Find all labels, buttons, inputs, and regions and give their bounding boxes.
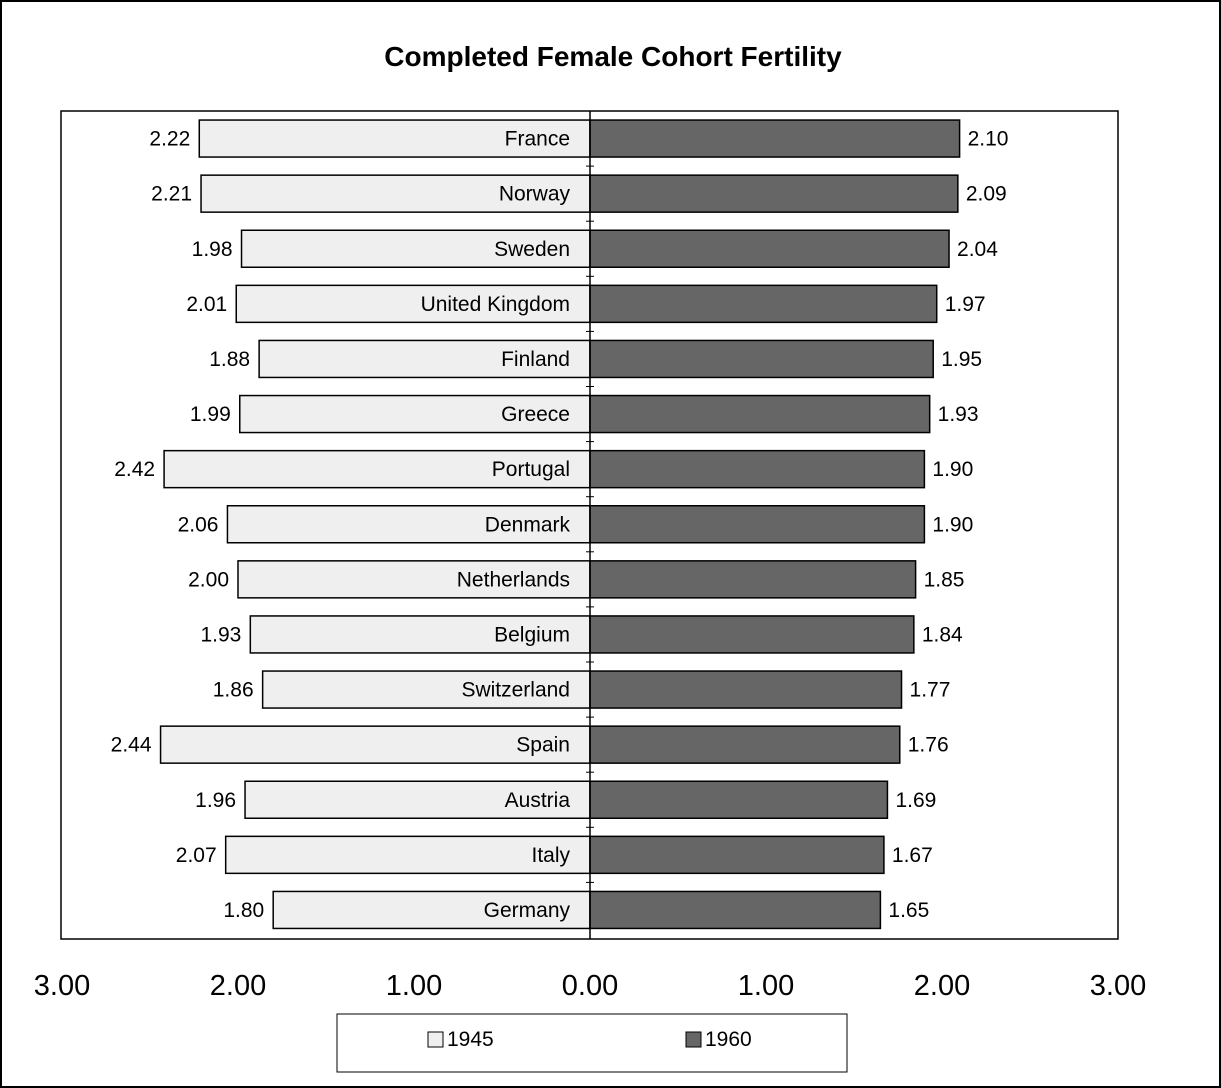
x-tick-label: 3.00	[34, 970, 90, 1002]
value-label-1945-spain: 2.44	[111, 734, 152, 757]
category-label-austria: Austria	[505, 789, 571, 812]
x-tick-label: 0.00	[562, 970, 618, 1002]
value-label-1960-netherlands: 1.85	[924, 568, 965, 591]
bar-1960-austria	[589, 780, 889, 819]
category-label-italy: Italy	[531, 844, 570, 867]
category-label-spain: Spain	[516, 734, 570, 757]
value-label-1960-austria: 1.69	[895, 789, 936, 812]
bar-1960-france	[589, 119, 961, 158]
bar-1945-netherlands	[237, 560, 591, 599]
x-tick-label: 3.00	[1090, 970, 1146, 1002]
value-label-1960-spain: 1.76	[908, 734, 949, 757]
bar-1945-denmark	[226, 505, 591, 544]
value-label-1945-sweden: 1.98	[192, 238, 233, 261]
bar-1945-switzerland	[261, 670, 591, 709]
bar-1945-germany	[272, 890, 591, 930]
value-label-1945-united-kingdom: 2.01	[186, 293, 227, 316]
legend-label-1945: 1945	[447, 1028, 494, 1051]
category-label-sweden: Sweden	[494, 238, 570, 261]
bar-1960-greece	[589, 394, 931, 434]
bar-1945-france	[198, 119, 591, 158]
value-label-1960-germany: 1.65	[888, 899, 929, 922]
category-label-netherlands: Netherlands	[457, 568, 570, 591]
category-label-germany: Germany	[484, 899, 571, 922]
bar-1945-portugal	[163, 449, 591, 489]
bar-1960-finland	[589, 339, 934, 379]
value-label-1945-france: 2.22	[149, 128, 190, 151]
bar-1945-belgium	[249, 615, 591, 654]
x-tick-label: 2.00	[210, 970, 266, 1002]
value-label-1945-belgium: 1.93	[200, 623, 241, 646]
category-label-greece: Greece	[501, 403, 570, 426]
bar-1960-italy	[589, 835, 885, 875]
value-label-1945-portugal: 2.42	[114, 458, 155, 481]
category-label-united-kingdom: United Kingdom	[421, 293, 570, 316]
legend-label-1960: 1960	[705, 1028, 752, 1051]
value-label-1945-norway: 2.21	[151, 183, 192, 206]
value-label-1945-finland: 1.88	[209, 348, 250, 371]
center-axis	[586, 111, 594, 939]
bar-1945-austria	[244, 780, 591, 819]
category-labels: France Norway Sweden United Kingdom Finland G…	[421, 128, 571, 922]
value-label-1960-norway: 2.09	[966, 183, 1007, 206]
bar-1945-united-kingdom	[235, 284, 591, 324]
value-label-1945-greece: 1.99	[190, 403, 231, 426]
value-label-1945-austria: 1.96	[195, 789, 236, 812]
bar-1945-spain	[159, 725, 591, 764]
category-label-finland: Finland	[501, 348, 570, 371]
category-label-france: France	[505, 128, 570, 151]
bar-1945-italy	[224, 835, 591, 875]
x-tick-label: 1.00	[386, 970, 442, 1002]
category-label-denmark: Denmark	[485, 513, 571, 536]
legend-swatch-1960	[685, 1031, 702, 1048]
category-label-norway: Norway	[499, 183, 571, 206]
bar-1960-denmark	[589, 505, 926, 544]
bar-1960-sweden	[589, 229, 950, 268]
bar-1960-spain	[589, 725, 901, 764]
x-tick-label: 2.00	[914, 970, 970, 1002]
value-label-1960-belgium: 1.84	[922, 623, 963, 646]
legend-box	[336, 1013, 848, 1073]
value-label-1960-denmark: 1.90	[932, 513, 973, 536]
category-label-portugal: Portugal	[492, 458, 570, 481]
value-labels: 2.22 2.10 2.21 2.09 1.98 2.04 2.01 1.97 1.88 1.95…	[111, 128, 1009, 922]
x-axis-ticks: 3.00 2.00 1.00 0.00 1.00 2.00 3.00	[34, 970, 1146, 1002]
category-label-switzerland: Switzerland	[461, 679, 570, 702]
value-label-1960-france: 2.10	[968, 128, 1009, 151]
bar-1960-united-kingdom	[589, 284, 938, 324]
value-label-1960-switzerland: 1.77	[910, 679, 951, 702]
value-label-1960-greece: 1.93	[938, 403, 979, 426]
value-label-1945-netherlands: 2.00	[188, 568, 229, 591]
bar-1960-germany	[589, 890, 882, 930]
bar-1960-switzerland	[589, 670, 903, 709]
bars-1960	[589, 119, 961, 930]
bar-1945-finland	[258, 339, 591, 379]
chart-title: Completed Female Cohort Fertility	[384, 41, 842, 72]
legend: 1945 1960	[336, 1013, 848, 1073]
bar-1960-norway	[589, 174, 959, 213]
category-label-belgium: Belgium	[494, 623, 570, 646]
x-tick-label: 1.00	[738, 970, 794, 1002]
value-label-1945-switzerland: 1.86	[213, 679, 254, 702]
value-label-1960-italy: 1.67	[892, 844, 933, 867]
value-label-1960-united-kingdom: 1.97	[945, 293, 986, 316]
value-label-1945-denmark: 2.06	[178, 513, 219, 536]
bar-1960-netherlands	[589, 560, 917, 599]
value-label-1945-germany: 1.80	[223, 899, 264, 922]
value-label-1960-sweden: 2.04	[957, 238, 998, 261]
value-label-1960-portugal: 1.90	[932, 458, 973, 481]
value-label-1960-finland: 1.95	[941, 348, 982, 371]
legend-swatch-1945	[427, 1031, 444, 1048]
bar-1960-belgium	[589, 615, 915, 654]
bars-1945	[159, 119, 591, 930]
bar-1945-sweden	[240, 229, 591, 268]
bar-1945-greece	[239, 394, 591, 434]
bar-1960-portugal	[589, 449, 926, 489]
value-label-1945-italy: 2.07	[176, 844, 217, 867]
